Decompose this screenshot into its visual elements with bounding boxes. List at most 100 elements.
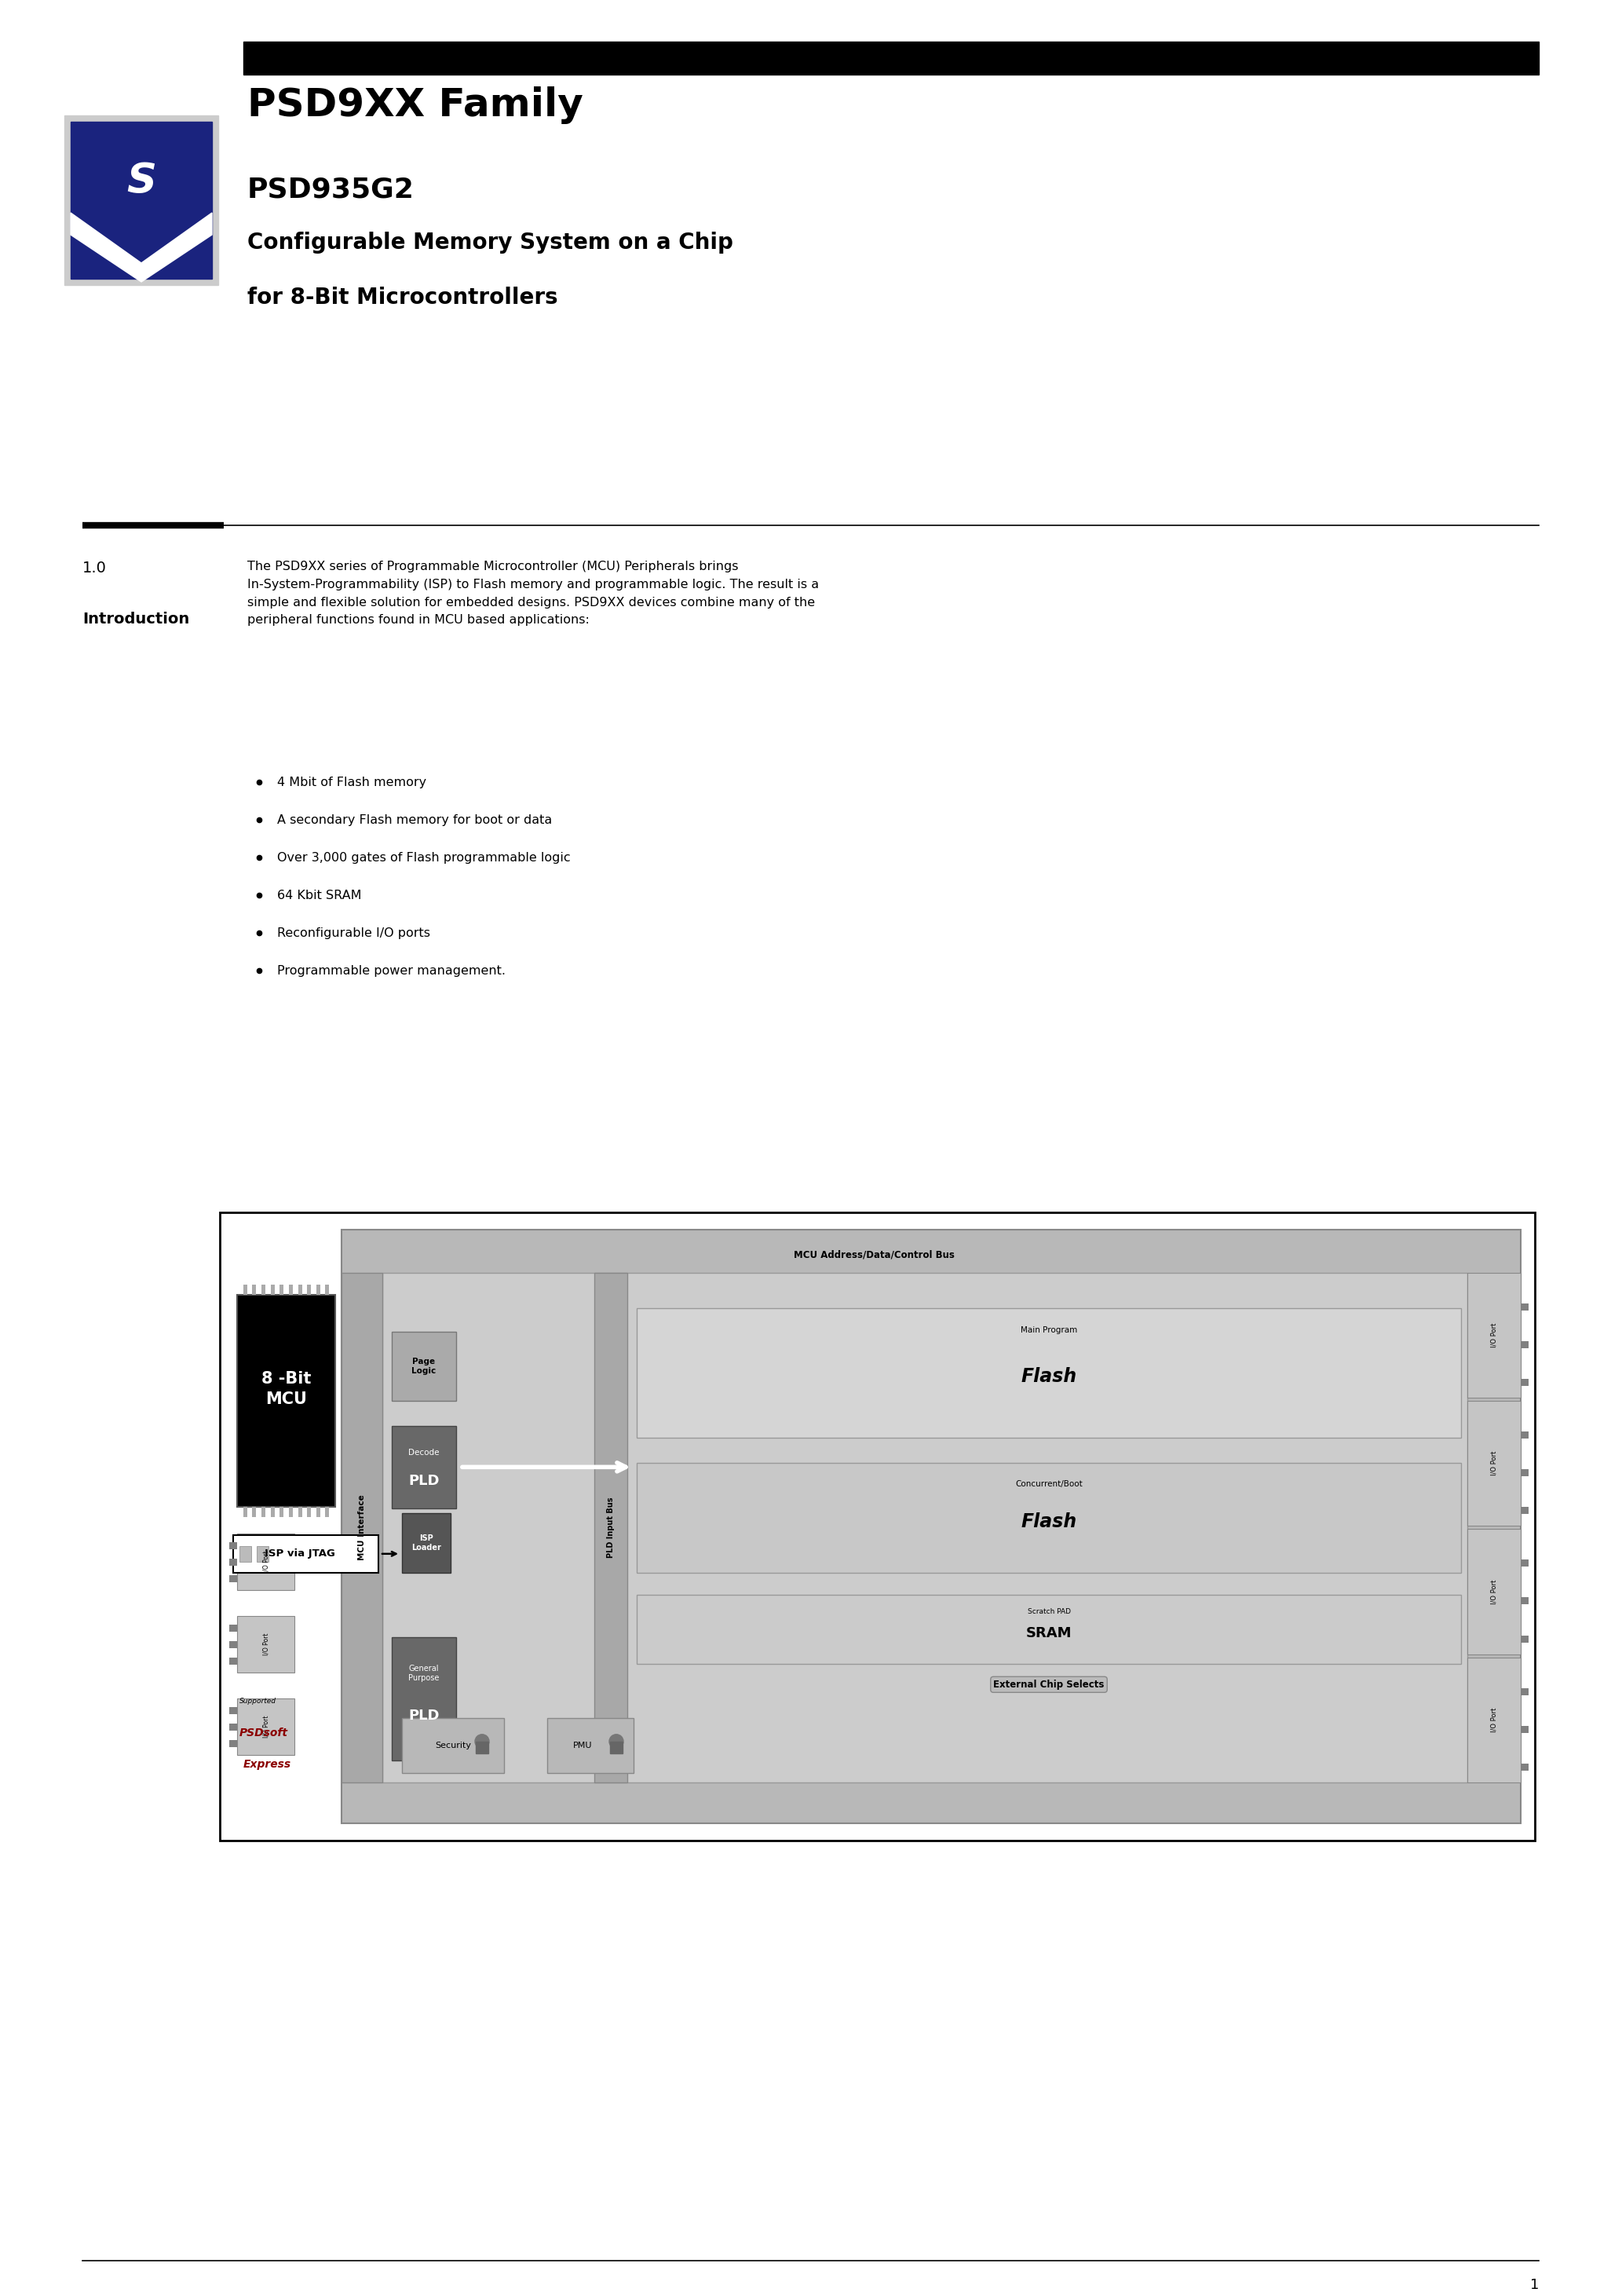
Text: Supported: Supported (240, 1697, 276, 1706)
Bar (251, 1283, 256, 1295)
Bar (261, 1506, 266, 1518)
Bar (637, 1463, 1461, 1573)
Bar (1521, 1341, 1528, 1348)
Bar (326, 1283, 329, 1295)
Bar (229, 1740, 237, 1747)
Bar (326, 1506, 329, 1518)
Bar (65, 115, 219, 285)
Bar (237, 1534, 295, 1589)
Bar (1521, 1763, 1528, 1770)
Bar (610, 1740, 623, 1754)
Bar (1521, 1727, 1528, 1733)
Text: Programmable power management.: Programmable power management. (277, 964, 506, 976)
Text: Flash: Flash (1020, 1513, 1077, 1531)
Bar (261, 1283, 266, 1295)
Bar (1521, 1506, 1528, 1513)
Text: The PSD9XX series of Programmable Microcontroller (MCU) Peripherals brings
In-Sy: The PSD9XX series of Programmable Microc… (247, 560, 819, 627)
Text: I/O Port: I/O Port (1491, 1708, 1497, 1731)
Text: Page
Logic: Page Logic (412, 1357, 436, 1375)
Bar (1521, 1635, 1528, 1642)
Text: SRAM: SRAM (1027, 1626, 1072, 1639)
Bar (71, 122, 212, 278)
Bar (1521, 1433, 1528, 1440)
Bar (229, 1658, 237, 1665)
Text: 1.0: 1.0 (83, 560, 107, 576)
Bar (251, 1506, 256, 1518)
Text: I/O Port: I/O Port (1491, 1451, 1497, 1476)
Text: MCU Address/Data/Control Bus: MCU Address/Data/Control Bus (793, 1249, 955, 1261)
Bar (1521, 1559, 1528, 1566)
Text: ISP
Loader: ISP Loader (412, 1534, 441, 1552)
Bar (229, 1724, 237, 1731)
Text: A secondary Flash memory for boot or data: A secondary Flash memory for boot or dat… (277, 815, 551, 827)
Bar (243, 1283, 247, 1295)
Bar (234, 1536, 378, 1573)
Bar (229, 1575, 237, 1582)
Text: PSD9XX Family: PSD9XX Family (247, 87, 584, 124)
Bar (475, 1740, 488, 1754)
Bar (279, 1506, 284, 1518)
Bar (229, 1626, 237, 1632)
Bar (316, 1506, 320, 1518)
Bar (307, 1283, 311, 1295)
Bar (402, 1513, 451, 1573)
Bar (637, 1309, 1461, 1437)
Bar (229, 1708, 237, 1715)
Bar (594, 1272, 628, 1782)
Bar (221, 1212, 1534, 1841)
Text: Configurable Memory System on a Chip: Configurable Memory System on a Chip (247, 232, 733, 253)
Bar (342, 1231, 1521, 1823)
Bar (289, 1506, 292, 1518)
Bar (402, 1717, 504, 1773)
Bar (1521, 1469, 1528, 1476)
Bar (1521, 1304, 1528, 1311)
Circle shape (610, 1733, 623, 1750)
Bar (229, 1543, 237, 1550)
Text: Reconfigurable I/O ports: Reconfigurable I/O ports (277, 928, 430, 939)
Text: PSDsoft: PSDsoft (240, 1727, 289, 1738)
Bar (307, 1506, 311, 1518)
Text: MCU Interface: MCU Interface (358, 1495, 367, 1561)
Bar (1468, 1529, 1521, 1653)
Text: 1: 1 (1530, 2278, 1539, 2291)
Bar (289, 1283, 292, 1295)
Bar (237, 1295, 336, 1506)
Text: I/O Port: I/O Port (263, 1550, 269, 1573)
Bar (279, 1283, 284, 1295)
Text: for 8-Bit Microcontrollers: for 8-Bit Microcontrollers (247, 287, 558, 308)
Text: Main Program: Main Program (1020, 1327, 1077, 1334)
Bar (393, 1426, 456, 1508)
Text: Express: Express (243, 1759, 292, 1770)
Text: 4 Mbit of Flash memory: 4 Mbit of Flash memory (277, 776, 427, 788)
Text: Scratch PAD: Scratch PAD (1027, 1609, 1071, 1616)
Text: Flash: Flash (1020, 1368, 1077, 1387)
Text: I/O Port: I/O Port (1491, 1580, 1497, 1605)
Bar (393, 1332, 456, 1401)
Text: 8 -Bit
MCU: 8 -Bit MCU (261, 1371, 311, 1407)
Circle shape (475, 1733, 490, 1750)
Text: 64 Kbit SRAM: 64 Kbit SRAM (277, 889, 362, 902)
Bar (243, 1506, 247, 1518)
Bar (298, 1506, 302, 1518)
Bar (1468, 1401, 1521, 1527)
Text: PMU: PMU (573, 1740, 592, 1750)
Bar (271, 1506, 274, 1518)
Bar (256, 1545, 269, 1561)
Text: PSD935G2: PSD935G2 (247, 177, 415, 204)
Bar (383, 1272, 1468, 1782)
Text: I/O Port: I/O Port (263, 1632, 269, 1655)
Text: External Chip Selects: External Chip Selects (993, 1678, 1105, 1690)
Bar (229, 1559, 237, 1566)
Bar (547, 1717, 634, 1773)
Text: Over 3,000 gates of Flash programmable logic: Over 3,000 gates of Flash programmable l… (277, 852, 571, 863)
Bar (243, 41, 1539, 73)
Bar (237, 1699, 295, 1754)
Bar (342, 1272, 383, 1782)
Text: Introduction: Introduction (83, 611, 190, 627)
Bar (1521, 1688, 1528, 1694)
Text: Security: Security (435, 1740, 470, 1750)
Text: ISP via JTAG: ISP via JTAG (264, 1550, 336, 1559)
Bar (637, 1596, 1461, 1665)
Bar (316, 1283, 320, 1295)
Polygon shape (71, 214, 212, 282)
